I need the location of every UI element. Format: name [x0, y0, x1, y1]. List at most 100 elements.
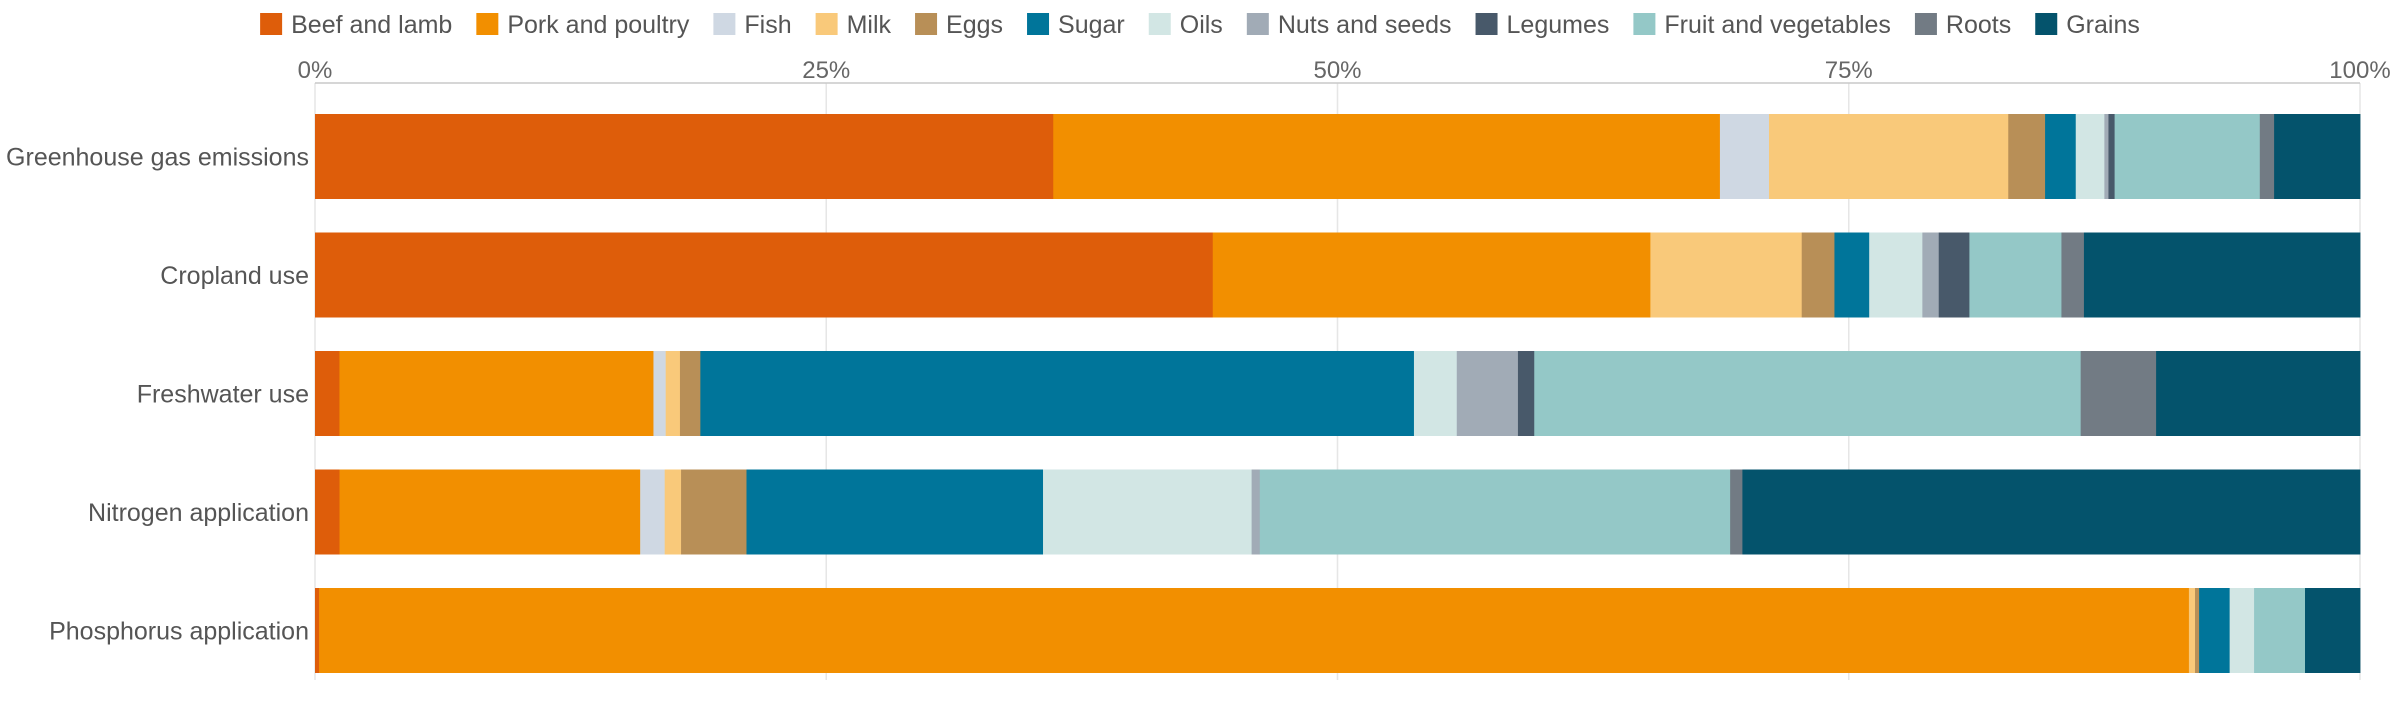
- bar-segment-freshwater-use-pork-and-poultry: Freshwater use — Pork and poultry: 15.4%: [339, 351, 654, 436]
- bar-segment-nitrogen-application-nuts-and-seeds: Nitrogen application — Nuts and seeds: 0…: [1251, 469, 1261, 555]
- y-category-label-freshwater-use: Freshwater use: [137, 381, 309, 409]
- bar-segment-phosphorus-application-beef-and-lamb: Phosphorus application — Beef and lamb: …: [315, 588, 320, 673]
- legend-item-beef-and-lamb: Beef and lamb: [260, 11, 452, 39]
- legend-swatch-fruit-and-vegetables: [1633, 13, 1656, 35]
- y-category-label-nitrogen-application: Nitrogen application: [88, 499, 309, 527]
- bar-segment-greenhouse-gas-emissions-fruit-and-vegetables: Greenhouse gas emissions — Fruit and veg…: [2114, 114, 2261, 199]
- bar-segment-nitrogen-application-roots: Nitrogen application — Roots: 0.6%: [1730, 469, 1743, 555]
- legend-swatch-legumes: [1475, 13, 1498, 35]
- x-tick-label-2: 50%: [1313, 57, 1361, 84]
- legend-swatch-fish: [713, 13, 736, 35]
- x-tick-label-1: 25%: [802, 57, 850, 84]
- bar-segment-cropland-use-beef-and-lamb: Cropland use — Beef and lamb: 43.9%: [315, 232, 1214, 318]
- bar-segment-nitrogen-application-pork-and-poultry: Nitrogen application — Pork and poultry:…: [339, 469, 641, 555]
- legend-label-grains: Grains: [2066, 11, 2140, 39]
- legend-item-pork-and-poultry: Pork and poultry: [476, 11, 690, 39]
- legend-item-sugar: Sugar: [1027, 11, 1125, 39]
- bar-segment-nitrogen-application-fish: Nitrogen application — Fish: 1.2%: [640, 469, 666, 555]
- legend-item-milk: Milk: [815, 11, 892, 39]
- legend: Beef and lamb Pork and poultry Fish Milk Egg…: [260, 11, 2140, 39]
- bar-segment-freshwater-use-beef-and-lamb: Freshwater use — Beef and lamb: 1.2%: [315, 351, 340, 436]
- y-axis: Greenhouse gas emissions Cropland use Fres…: [6, 144, 309, 646]
- bar-segment-nitrogen-application-beef-and-lamb: Nitrogen application — Beef and lamb: 1.…: [315, 469, 340, 555]
- bar-segment-freshwater-use-grains: Freshwater use — Grains: 10%: [2156, 351, 2361, 436]
- bar-segment-nitrogen-application-oils: Nitrogen application — Oils: 10.2%: [1043, 469, 1253, 555]
- bar-segment-greenhouse-gas-emissions-grains: Greenhouse gas emissions — Grains: 4.2%: [2274, 114, 2361, 199]
- bar-segment-cropland-use-milk: Cropland use — Milk: 7.4%: [1650, 232, 1803, 318]
- bar-segment-phosphorus-application-sugar: Phosphorus application — Sugar: 1.5%: [2199, 588, 2231, 673]
- legend-label-milk: Milk: [847, 11, 892, 39]
- bar-segment-cropland-use-roots: Cropland use — Roots: 1.1%: [2061, 232, 2085, 318]
- bar-segment-phosphorus-application-milk: Phosphorus application — Milk: 0.3%: [2188, 588, 2196, 673]
- bar-segment-greenhouse-gas-emissions-sugar: Greenhouse gas emissions — Sugar: 1.5%: [2045, 114, 2077, 199]
- legend-item-grains: Grains: [2035, 11, 2140, 39]
- bar-segment-phosphorus-application-fruit-and-vegetables: Phosphorus application — Fruit and veget…: [2254, 588, 2306, 673]
- bar-segment-phosphorus-application-pork-and-poultry: Phosphorus application — Pork and poultr…: [319, 588, 2190, 673]
- legend-label-fruit-and-vegetables: Fruit and vegetables: [1664, 11, 1891, 39]
- legend-label-oils: Oils: [1180, 11, 1223, 39]
- legend-item-roots: Roots: [1914, 11, 2011, 39]
- legend-item-oils: Oils: [1148, 11, 1223, 39]
- bar-segment-nitrogen-application-eggs: Nitrogen application — Eggs: 3.2%: [681, 469, 747, 555]
- bar-segment-freshwater-use-nuts-and-seeds: Freshwater use — Nuts and seeds: 3%: [1456, 351, 1519, 436]
- legend-swatch-sugar: [1027, 13, 1050, 35]
- bar-segment-freshwater-use-legumes: Freshwater use — Legumes: 0.8%: [1517, 351, 1535, 436]
- bar-segment-phosphorus-application-oils: Phosphorus application — Oils: 1.2%: [2229, 588, 2255, 673]
- bar-segment-greenhouse-gas-emissions-roots: Greenhouse gas emissions — Roots: 0.7%: [2259, 114, 2275, 199]
- legend-label-eggs: Eggs: [946, 11, 1003, 39]
- legend-label-roots: Roots: [1946, 11, 2011, 39]
- bar-segment-freshwater-use-eggs: Freshwater use — Eggs: 1%: [679, 351, 701, 436]
- bar-segment-phosphorus-application-eggs: Phosphorus application — Eggs: 0.2%: [2195, 588, 2200, 673]
- bar-segment-cropland-use-legumes: Cropland use — Legumes: 1.5%: [1938, 232, 1970, 318]
- legend-label-pork-and-poultry: Pork and poultry: [507, 11, 690, 39]
- y-category-label-phosphorus-application: Phosphorus application: [49, 618, 309, 646]
- legend-swatch-oils: [1148, 13, 1171, 35]
- bar-segment-greenhouse-gas-emissions-nuts-and-seeds: Greenhouse gas emissions — Nuts and seed…: [2104, 114, 2109, 199]
- legend-label-fish: Fish: [744, 11, 791, 39]
- bar-segment-cropland-use-oils: Cropland use — Oils: 2.6%: [1869, 232, 1923, 318]
- legend-swatch-eggs: [915, 13, 938, 35]
- bar-segment-cropland-use-eggs: Cropland use — Eggs: 1.6%: [1801, 232, 1835, 318]
- bar-segment-nitrogen-application-milk: Nitrogen application — Milk: 0.8%: [664, 469, 682, 555]
- bar-segment-freshwater-use-sugar: Freshwater use — Sugar: 35%: [700, 351, 1415, 436]
- legend-item-nuts-and-seeds: Nuts and seeds: [1246, 11, 1452, 39]
- legend-swatch-milk: [815, 13, 838, 35]
- bar-segment-greenhouse-gas-emissions-milk: Greenhouse gas emissions — Milk: 11.7%: [1768, 114, 2009, 199]
- x-tick-label-3: 75%: [1825, 57, 1873, 84]
- bar-segment-nitrogen-application-sugar: Nitrogen application — Sugar: 14.5%: [746, 469, 1044, 555]
- legend-swatch-grains: [2035, 13, 2058, 35]
- bar-segment-nitrogen-application-fruit-and-vegetables: Nitrogen application — Fruit and vegetab…: [1259, 469, 1731, 555]
- bar-segment-phosphorus-application-grains: Phosphorus application — Grains: 2.7%: [2305, 588, 2361, 673]
- bar-segment-freshwater-use-roots: Freshwater use — Roots: 3.7%: [2080, 351, 2157, 436]
- bar-segment-cropland-use-sugar: Cropland use — Sugar: 1.7%: [1834, 232, 1870, 318]
- bar-segment-nitrogen-application-grains: Nitrogen application — Grains: 30.2%: [1742, 469, 2361, 555]
- legend-swatch-beef-and-lamb: [260, 13, 283, 35]
- legend-item-legumes: Legumes: [1475, 11, 1610, 39]
- bar-row-phosphorus-application: Phosphorus application — Beef and lamb: …: [315, 588, 2361, 673]
- bar-segment-freshwater-use-fish: Freshwater use — Fish: 0.6%: [653, 351, 667, 436]
- bar-segment-greenhouse-gas-emissions-pork-and-poultry: Greenhouse gas emissions — Pork and poul…: [1053, 114, 1721, 199]
- bar-row-nitrogen-application: Nitrogen application — Beef and lamb: 1.…: [315, 469, 2361, 555]
- bar-segment-freshwater-use-milk: Freshwater use — Milk: 0.7%: [665, 351, 681, 436]
- bar-segment-freshwater-use-fruit-and-vegetables: Freshwater use — Fruit and vegetables: 2…: [1534, 351, 2082, 436]
- legend-item-eggs: Eggs: [915, 11, 1003, 39]
- bar-row-greenhouse-gas-emissions: Greenhouse gas emissions — Beef and lamb…: [315, 114, 2361, 199]
- legend-label-legumes: Legumes: [1507, 11, 1610, 39]
- x-tick-label-4: 100%: [2329, 57, 2390, 84]
- legend-swatch-roots: [1914, 13, 1937, 35]
- bar-segment-greenhouse-gas-emissions-fish: Greenhouse gas emissions — Fish: 2.4%: [1719, 114, 1770, 199]
- legend-swatch-pork-and-poultry: [476, 13, 499, 35]
- bars: Greenhouse gas emissions — Beef and lamb…: [315, 114, 2361, 673]
- legend-label-beef-and-lamb: Beef and lamb: [291, 11, 452, 39]
- bar-segment-freshwater-use-oils: Freshwater use — Oils: 2.1%: [1413, 351, 1458, 436]
- bar-row-cropland-use: Cropland use — Beef and lamb: 43.9% Cropl…: [315, 232, 2361, 318]
- x-tick-label-0: 0%: [298, 57, 333, 84]
- x-axis: 0% 25% 50% 75% 100%: [298, 57, 2391, 84]
- legend-label-sugar: Sugar: [1058, 11, 1125, 39]
- bar-segment-greenhouse-gas-emissions-eggs: Greenhouse gas emissions — Eggs: 1.8%: [2008, 114, 2046, 199]
- legend-item-fish: Fish: [713, 11, 792, 39]
- bar-row-freshwater-use: Freshwater use — Beef and lamb: 1.2%Fres…: [315, 351, 2361, 436]
- bar-segment-greenhouse-gas-emissions-oils: Greenhouse gas emissions — Oils: 1.4%: [2075, 114, 2105, 199]
